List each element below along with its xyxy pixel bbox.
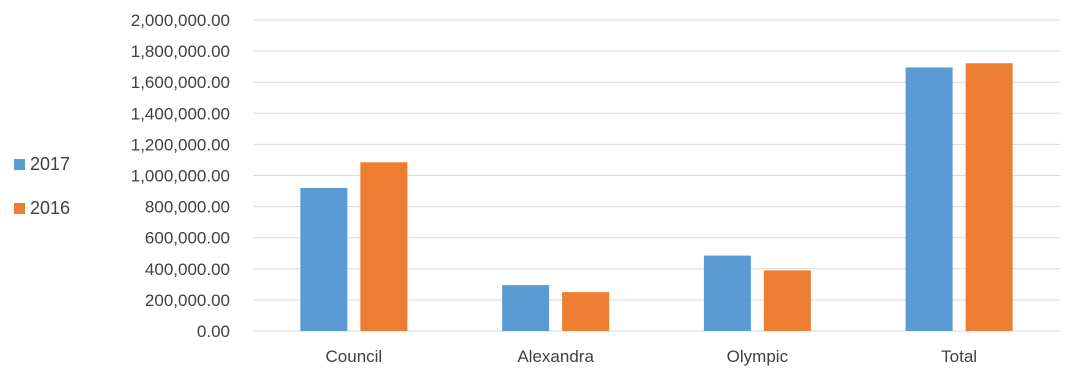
y-tick-label: 1,400,000.00	[131, 104, 230, 123]
legend-label-2017: 2017	[30, 154, 70, 174]
legend-swatch-2016	[14, 203, 25, 214]
legend: 2017 2016	[14, 154, 70, 218]
y-tick-label: 1,800,000.00	[131, 42, 230, 61]
x-category-label: Council	[326, 347, 383, 366]
x-axis-categories: Council Alexandra Olympic Total	[326, 347, 978, 366]
y-tick-label: 800,000.00	[145, 198, 230, 217]
y-tick-label: 1,200,000.00	[131, 135, 230, 154]
y-tick-label: 200,000.00	[145, 291, 230, 310]
x-category-label: Olympic	[727, 347, 789, 366]
y-tick-label: 400,000.00	[145, 260, 230, 279]
bars	[300, 63, 1013, 332]
bar-2017-council	[300, 187, 348, 331]
y-tick-label: 600,000.00	[145, 229, 230, 248]
bar-2017-alexandra	[502, 285, 550, 331]
y-tick-label: 2,000,000.00	[131, 11, 230, 30]
legend-swatch-2017	[14, 159, 25, 170]
legend-label-2016: 2016	[30, 198, 70, 218]
x-category-label: Alexandra	[517, 347, 594, 366]
y-tick-label: 1,600,000.00	[131, 73, 230, 92]
bar-2017-total	[905, 67, 953, 332]
bar-2016-total	[965, 63, 1013, 331]
bar-2016-council	[360, 162, 408, 331]
bar-2017-olympic	[703, 255, 751, 331]
x-category-label: Total	[941, 347, 977, 366]
bar-2016-alexandra	[562, 292, 610, 331]
y-tick-label: 0.00	[197, 322, 230, 341]
bar-2016-olympic	[763, 270, 811, 331]
y-axis-ticks: 0.00 200,000.00 400,000.00 600,000.00 800,00…	[131, 11, 230, 341]
y-tick-label: 1,000,000.00	[131, 167, 230, 186]
